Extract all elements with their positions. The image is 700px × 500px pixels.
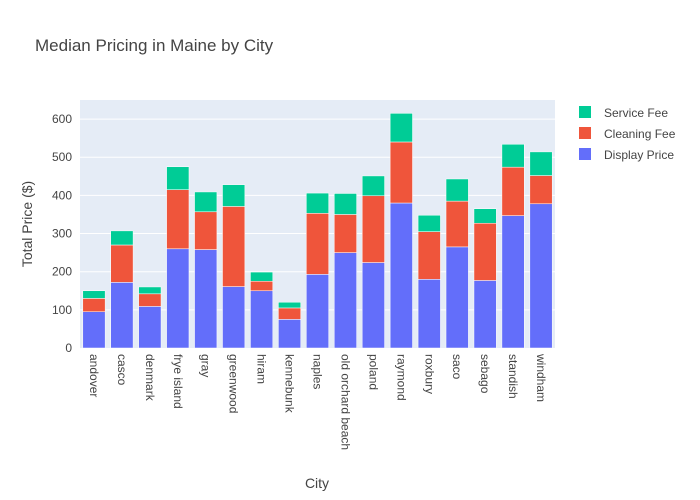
bar-casco-service-fee[interactable]	[110, 230, 134, 246]
bar-frye-island-cleaning-fee[interactable]	[166, 189, 190, 250]
x-tick-old-orchard-beach: old orchard beach	[338, 354, 352, 450]
bar-denmark-display-price[interactable]	[138, 306, 162, 349]
bar-sebago-cleaning-fee[interactable]	[473, 222, 497, 281]
bar-sebago-service-fee[interactable]	[473, 208, 497, 224]
bar-saco-service-fee[interactable]	[445, 178, 469, 202]
x-tick-saco: saco	[450, 354, 464, 380]
x-tick-sebago: sebago	[478, 354, 492, 394]
bar-raymond-service-fee[interactable]	[389, 113, 413, 143]
x-tick-greenwood: greenwood	[227, 354, 241, 413]
legend-swatch-display-price	[579, 148, 591, 160]
bar-naples-display-price[interactable]	[306, 274, 329, 349]
bar-naples-cleaning-fee[interactable]	[306, 213, 329, 275]
bar-saco-cleaning-fee[interactable]	[445, 200, 469, 248]
bar-poland-cleaning-fee[interactable]	[361, 195, 385, 263]
y-axis-ticks: 0 100 200 300 400 500 600	[52, 112, 72, 355]
bar-casco-display-price[interactable]	[110, 282, 134, 349]
bar-frye-island-service-fee[interactable]	[166, 166, 190, 190]
legend-label-service-fee: Service Fee	[604, 106, 668, 120]
legend[interactable]: Service Fee Cleaning Fee Display Price	[579, 106, 676, 162]
y-tick-600: 600	[52, 112, 72, 126]
x-tick-gray: gray	[199, 354, 213, 377]
x-axis-title: City	[305, 475, 329, 491]
chart-title: Median Pricing in Maine by City	[35, 36, 274, 55]
bar-andover-cleaning-fee[interactable]	[82, 298, 106, 313]
x-tick-casco: casco	[115, 354, 129, 386]
bar-denmark-service-fee[interactable]	[138, 286, 162, 295]
legend-swatch-cleaning-fee	[579, 127, 591, 139]
bar-raymond-cleaning-fee[interactable]	[389, 141, 413, 204]
y-tick-0: 0	[65, 341, 72, 355]
bar-windham-service-fee[interactable]	[529, 151, 553, 176]
x-tick-windham: windham	[534, 353, 548, 402]
bar-saco-display-price[interactable]	[445, 246, 469, 349]
bar-greenwood-service-fee[interactable]	[222, 184, 246, 207]
bar-windham-display-price[interactable]	[529, 203, 553, 349]
bar-kennebunk-display-price[interactable]	[278, 319, 301, 349]
x-tick-frye-island: frye island	[171, 354, 185, 409]
y-tick-100: 100	[52, 303, 72, 317]
x-tick-standish: standish	[506, 354, 520, 399]
bar-raymond-display-price[interactable]	[389, 202, 413, 349]
bar-gray-display-price[interactable]	[194, 249, 218, 349]
bar-kennebunk-service-fee[interactable]	[278, 301, 301, 309]
bar-roxbury-display-price[interactable]	[417, 279, 441, 349]
bar-casco-cleaning-fee[interactable]	[110, 244, 134, 283]
bar-gray-service-fee[interactable]	[194, 191, 218, 213]
bar-old-orchard-beach-service-fee[interactable]	[334, 193, 357, 215]
legend-label-cleaning-fee: Cleaning Fee	[604, 127, 676, 141]
x-tick-hiram: hiram	[255, 354, 269, 384]
bar-denmark-cleaning-fee[interactable]	[138, 293, 162, 307]
bar-old-orchard-beach-display-price[interactable]	[334, 252, 357, 349]
bar-andover-service-fee[interactable]	[82, 290, 106, 299]
bar-standish-service-fee[interactable]	[501, 144, 525, 168]
x-axis-ticks: andover casco denmark frye island gray greenw…	[87, 353, 548, 450]
bar-standish-cleaning-fee[interactable]	[501, 166, 525, 216]
bar-naples-service-fee[interactable]	[306, 192, 329, 214]
bar-roxbury-cleaning-fee[interactable]	[417, 231, 441, 280]
bar-sebago-display-price[interactable]	[473, 280, 497, 349]
bar-hiram-service-fee[interactable]	[250, 271, 274, 282]
y-axis-title: Total Price ($)	[19, 181, 35, 267]
bar-windham-cleaning-fee[interactable]	[529, 175, 553, 205]
x-tick-raymond: raymond	[394, 354, 408, 401]
bar-greenwood-display-price[interactable]	[222, 286, 246, 349]
bar-gray-cleaning-fee[interactable]	[194, 211, 218, 250]
bar-standish-display-price[interactable]	[501, 215, 525, 349]
x-tick-kennebunk: kennebunk	[283, 354, 297, 414]
bar-old-orchard-beach-cleaning-fee[interactable]	[334, 214, 357, 253]
bar-roxbury-service-fee[interactable]	[417, 214, 441, 232]
legend-item-service-fee[interactable]: Service Fee	[579, 106, 668, 120]
x-tick-andover: andover	[87, 354, 101, 397]
bar-poland-service-fee[interactable]	[361, 175, 385, 197]
bars	[82, 113, 553, 349]
bar-greenwood-cleaning-fee[interactable]	[222, 206, 246, 287]
legend-swatch-service-fee	[579, 106, 591, 118]
y-tick-200: 200	[52, 265, 72, 279]
x-tick-poland: poland	[366, 354, 380, 390]
bar-poland-display-price[interactable]	[361, 262, 385, 349]
y-tick-500: 500	[52, 150, 72, 164]
bar-hiram-cleaning-fee[interactable]	[250, 280, 274, 292]
y-tick-300: 300	[52, 227, 72, 241]
bar-frye-island-display-price[interactable]	[166, 248, 190, 349]
legend-item-cleaning-fee[interactable]: Cleaning Fee	[579, 127, 676, 141]
bar-andover-display-price[interactable]	[82, 311, 106, 349]
bar-hiram-display-price[interactable]	[250, 290, 274, 349]
y-tick-400: 400	[52, 188, 72, 202]
bar-kennebunk-cleaning-fee[interactable]	[278, 307, 301, 320]
x-tick-naples: naples	[311, 354, 325, 389]
x-tick-denmark: denmark	[143, 354, 157, 402]
legend-label-display-price: Display Price	[604, 148, 674, 162]
x-tick-roxbury: roxbury	[422, 354, 436, 394]
legend-item-display-price[interactable]: Display Price	[579, 148, 674, 162]
